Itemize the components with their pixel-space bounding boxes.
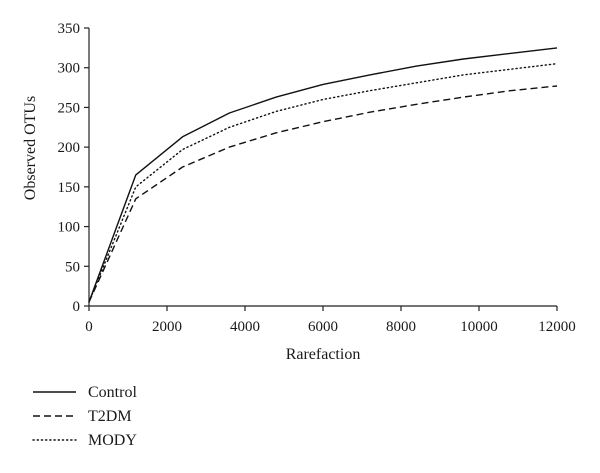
series-line-t2dm [88,85,558,303]
legend: Control T2DM MODY [32,384,137,449]
y-tick-label: 200 [58,140,81,156]
y-tick-label: 300 [58,61,81,77]
legend-label-mody: MODY [88,432,137,449]
series-line-control [88,47,558,303]
y-tick-label: 0 [73,299,81,315]
y-tick-label: 100 [58,220,81,236]
series-line-mody [88,63,558,303]
x-tick-label: 2000 [152,319,182,335]
legend-label-t2dm: T2DM [88,408,132,425]
y-axis-title: Observed OTUs [22,96,39,200]
tick-marks: 0 50 100 150 200 250 300 350 0 2000 4000 6000 8000 10… [58,21,576,335]
x-tick-label: 10000 [460,319,498,335]
y-tick-label: 350 [58,21,81,37]
x-tick-label: 0 [85,319,93,335]
series-lines [88,47,558,303]
x-tick-label: 12000 [538,319,576,335]
x-tick-label: 6000 [308,319,338,335]
y-tick-label: 50 [65,259,80,275]
legend-label-control: Control [88,384,137,401]
x-tick-label: 8000 [386,319,416,335]
y-tick-label: 250 [58,100,81,116]
x-axis-title: Rarefaction [286,346,361,363]
y-tick-label: 150 [58,180,81,196]
axes [88,28,557,307]
x-tick-label: 4000 [230,319,260,335]
